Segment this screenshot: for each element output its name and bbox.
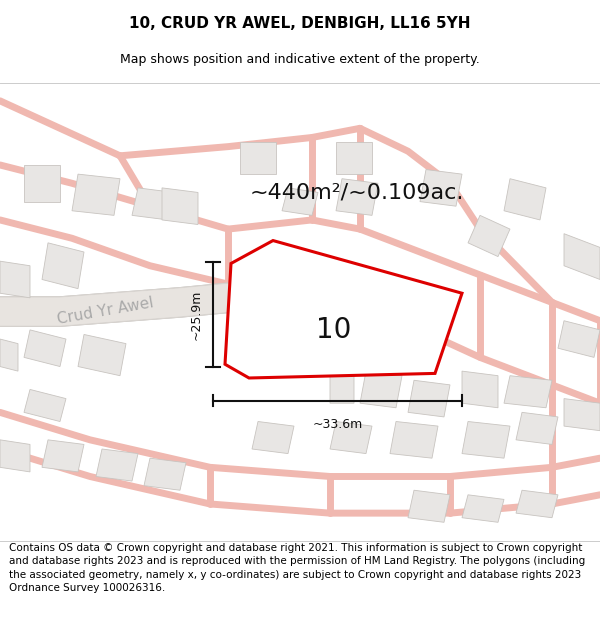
Polygon shape — [516, 490, 558, 518]
Polygon shape — [408, 490, 450, 522]
Polygon shape — [330, 371, 354, 403]
Polygon shape — [0, 261, 30, 298]
Polygon shape — [468, 216, 510, 257]
Polygon shape — [78, 334, 126, 376]
Polygon shape — [72, 174, 120, 216]
Polygon shape — [504, 179, 546, 220]
Text: ~33.6m: ~33.6m — [313, 418, 362, 431]
Polygon shape — [0, 440, 30, 472]
Polygon shape — [408, 380, 450, 417]
Polygon shape — [132, 188, 174, 220]
Polygon shape — [24, 389, 66, 421]
Text: Map shows position and indicative extent of the property.: Map shows position and indicative extent… — [120, 53, 480, 66]
Polygon shape — [564, 399, 600, 431]
Polygon shape — [144, 458, 186, 490]
Polygon shape — [24, 165, 60, 202]
Text: ~25.9m: ~25.9m — [189, 289, 202, 340]
Polygon shape — [282, 298, 312, 330]
Polygon shape — [360, 371, 402, 408]
Polygon shape — [240, 142, 276, 174]
Polygon shape — [96, 449, 138, 481]
Polygon shape — [225, 241, 462, 378]
Polygon shape — [462, 495, 504, 522]
Polygon shape — [516, 412, 558, 444]
Polygon shape — [330, 421, 372, 454]
Polygon shape — [390, 421, 438, 458]
Polygon shape — [336, 142, 372, 174]
Polygon shape — [420, 169, 462, 206]
Text: Crud Yr Awel: Crud Yr Awel — [56, 296, 154, 328]
Polygon shape — [0, 339, 18, 371]
Polygon shape — [282, 188, 318, 216]
Polygon shape — [162, 188, 198, 224]
Polygon shape — [24, 330, 66, 366]
Polygon shape — [252, 421, 294, 454]
Polygon shape — [42, 243, 84, 289]
Polygon shape — [564, 234, 600, 279]
Polygon shape — [558, 321, 600, 357]
Polygon shape — [504, 376, 552, 408]
Polygon shape — [336, 179, 378, 216]
Text: 10: 10 — [316, 316, 351, 344]
Polygon shape — [462, 371, 498, 408]
Polygon shape — [42, 440, 84, 472]
Polygon shape — [462, 421, 510, 458]
Text: 10, CRUD YR AWEL, DENBIGH, LL16 5YH: 10, CRUD YR AWEL, DENBIGH, LL16 5YH — [129, 16, 471, 31]
Text: ~440m²/~0.109ac.: ~440m²/~0.109ac. — [250, 182, 464, 203]
Text: Contains OS data © Crown copyright and database right 2021. This information is : Contains OS data © Crown copyright and d… — [9, 543, 585, 592]
